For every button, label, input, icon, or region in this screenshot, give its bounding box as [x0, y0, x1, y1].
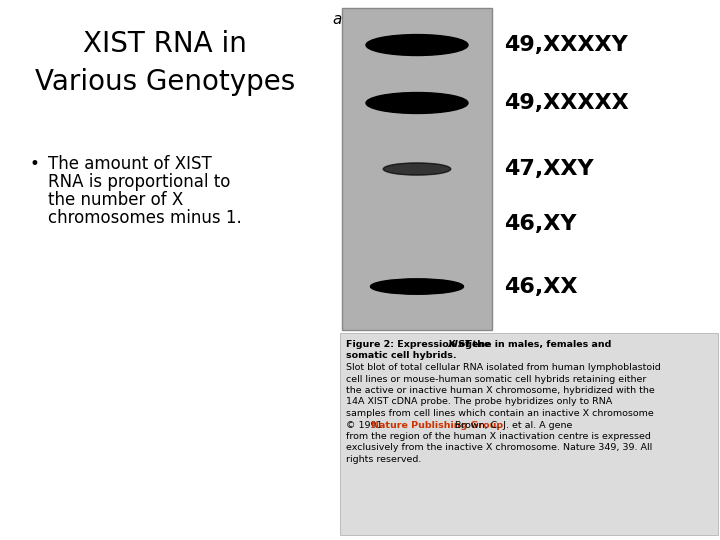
Ellipse shape	[366, 35, 468, 56]
Text: 49,XXXXX: 49,XXXXX	[504, 93, 629, 113]
Ellipse shape	[371, 279, 464, 294]
Text: chromosomes minus 1.: chromosomes minus 1.	[48, 209, 242, 227]
Text: 46,XX: 46,XX	[504, 276, 577, 296]
Text: samples from cell lines which contain an inactive X chromosome: samples from cell lines which contain an…	[346, 409, 654, 418]
Text: 49,XXXXY: 49,XXXXY	[504, 35, 628, 55]
Text: RNA is proportional to: RNA is proportional to	[48, 173, 230, 191]
Text: Slot blot of total cellular RNA isolated from human lymphoblastoid: Slot blot of total cellular RNA isolated…	[346, 363, 661, 372]
Bar	[492, 8, 715, 330]
Bar	[340, 333, 718, 535]
Ellipse shape	[383, 163, 451, 175]
Text: 46,XY: 46,XY	[504, 214, 577, 234]
Text: the active or inactive human X chromosome, hybridized with the: the active or inactive human X chromosom…	[346, 386, 654, 395]
Text: Various Genotypes: Various Genotypes	[35, 68, 295, 96]
Text: Nature Publishing Group: Nature Publishing Group	[371, 421, 503, 429]
Text: XIST: XIST	[447, 340, 472, 349]
Text: The amount of XIST: The amount of XIST	[48, 155, 212, 173]
Text: the number of X: the number of X	[48, 191, 184, 209]
Text: XIST RNA in: XIST RNA in	[83, 30, 247, 58]
Text: from the region of the human X inactivation centre is expressed: from the region of the human X inactivat…	[346, 432, 651, 441]
Text: •: •	[30, 155, 40, 173]
Text: Figure 2: Expression of the: Figure 2: Expression of the	[346, 340, 494, 349]
Text: Brown, C. J. et al. A gene: Brown, C. J. et al. A gene	[452, 421, 573, 429]
Text: exclusively from the inactive X chromosome. Nature 349, 39. All: exclusively from the inactive X chromoso…	[346, 443, 652, 453]
Text: gene in males, females and: gene in males, females and	[462, 340, 611, 349]
Text: a: a	[332, 12, 341, 27]
Text: cell lines or mouse-human somatic cell hybrids retaining either: cell lines or mouse-human somatic cell h…	[346, 375, 647, 383]
Bar	[342, 8, 492, 330]
Text: rights reserved.: rights reserved.	[346, 455, 421, 464]
Text: © 1991: © 1991	[346, 421, 385, 429]
Text: somatic cell hybrids.: somatic cell hybrids.	[346, 352, 456, 361]
Ellipse shape	[366, 92, 468, 113]
Text: 47,XXY: 47,XXY	[504, 159, 593, 179]
Text: 14A XIST cDNA probe. The probe hybridizes only to RNA: 14A XIST cDNA probe. The probe hybridize…	[346, 397, 612, 407]
